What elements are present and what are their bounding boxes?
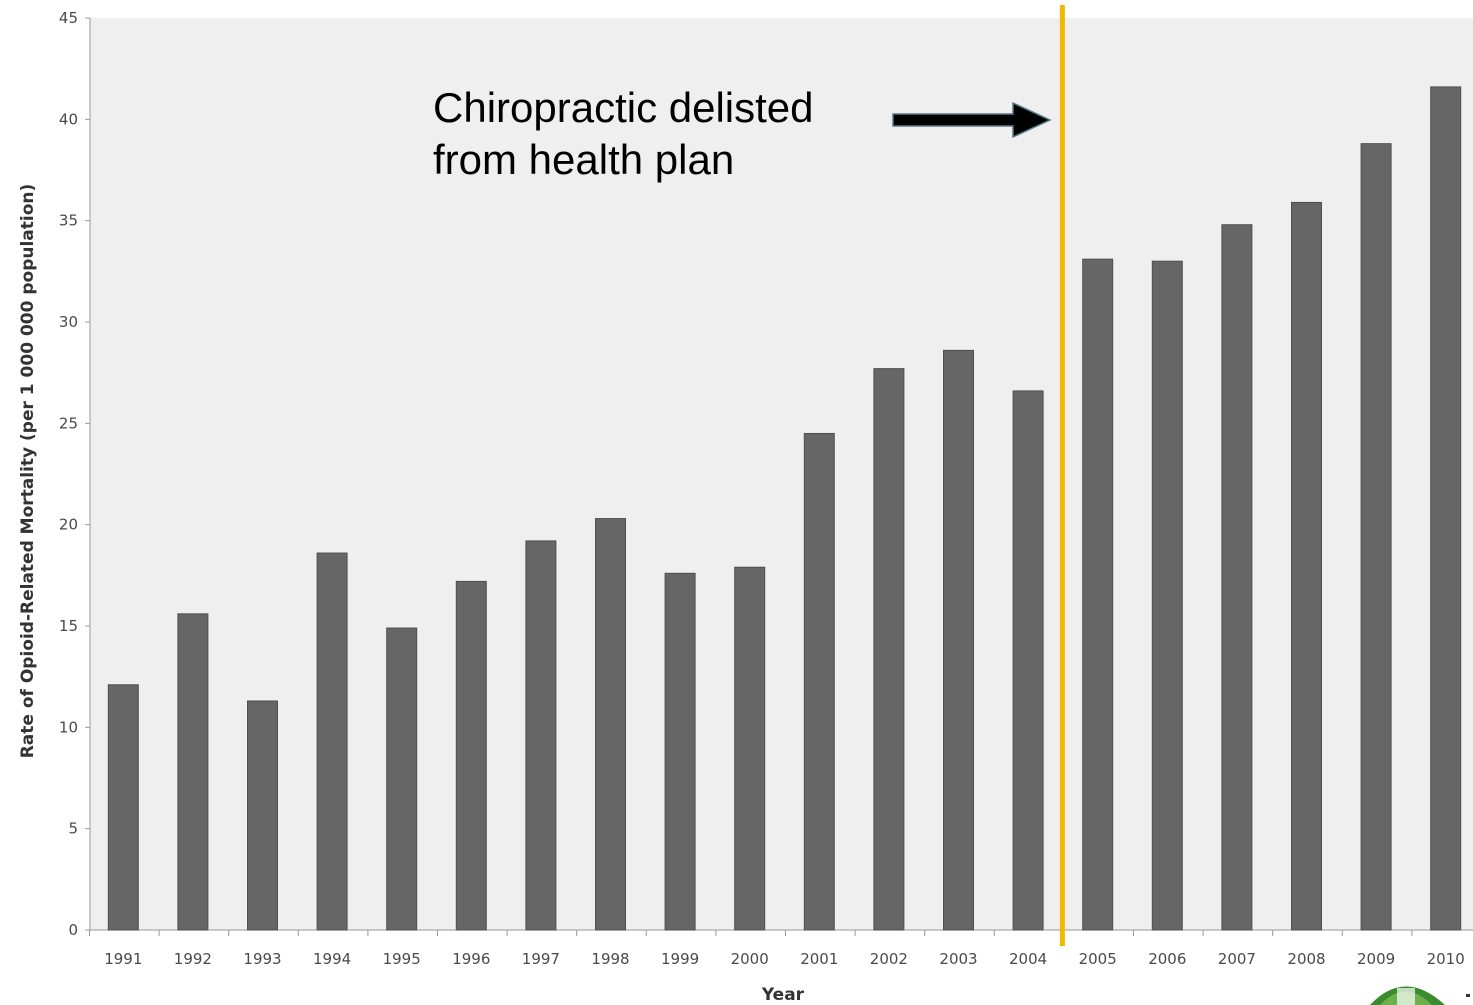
x-tick-label: 2009 xyxy=(1357,950,1395,968)
bar-1993 xyxy=(247,700,278,931)
bar-2010 xyxy=(1430,86,1462,931)
x-tick-label: 1998 xyxy=(591,950,629,968)
bar-1995 xyxy=(386,627,418,931)
y-tick-label: 30 xyxy=(59,313,78,331)
x-tick-label: 2002 xyxy=(870,950,908,968)
x-tick-label: 1992 xyxy=(174,950,212,968)
bar-2002 xyxy=(873,368,905,931)
x-tick-label: 1994 xyxy=(313,950,351,968)
annotation-line-2: from health plan xyxy=(433,136,735,183)
bars xyxy=(107,86,1462,931)
bar-1998 xyxy=(595,518,626,931)
x-tick-label: 1995 xyxy=(383,950,421,968)
x-tick-label: 2007 xyxy=(1218,950,1256,968)
y-tick-label: 10 xyxy=(59,718,78,736)
bar-2007 xyxy=(1221,224,1253,931)
bar-1992 xyxy=(177,613,209,931)
x-tick-label: 1996 xyxy=(452,950,490,968)
x-axis: 1991 1992 1993 1994 1995 1996 1997 1998 1999 2000… xyxy=(89,929,1473,968)
x-tick-label: 2010 xyxy=(1427,950,1465,968)
bar-1991 xyxy=(107,684,139,931)
delisting-marker xyxy=(892,5,1065,946)
x-tick-label: 2000 xyxy=(731,950,769,968)
y-tick-label: 35 xyxy=(59,212,78,230)
y-tick-label: 25 xyxy=(59,414,78,432)
x-tick-label: 2006 xyxy=(1148,950,1186,968)
bar-1999 xyxy=(664,572,696,931)
annotation-arrow xyxy=(892,101,1052,139)
x-tick-label: 2003 xyxy=(939,950,977,968)
bar-2009 xyxy=(1360,143,1392,931)
x-tick-label: 2004 xyxy=(1009,950,1047,968)
university-seal-logo xyxy=(1350,980,1473,1005)
bar-1997 xyxy=(525,540,557,931)
bar-2008 xyxy=(1291,201,1322,931)
x-tick-label: 2008 xyxy=(1287,950,1325,968)
y-tick-label: 0 xyxy=(68,921,78,939)
bar-2005 xyxy=(1082,258,1114,931)
bar-2001 xyxy=(803,432,835,931)
y-axis: 0 5 10 15 20 25 30 35 40 45 xyxy=(59,9,91,939)
y-tick-label: 40 xyxy=(59,110,78,128)
y-tick-label: 15 xyxy=(59,617,78,635)
x-axis-title: Year xyxy=(761,985,805,1005)
bar-2003 xyxy=(943,349,974,931)
bar-2004 xyxy=(1012,390,1044,931)
y-tick-label: 45 xyxy=(59,9,78,27)
annotation-text: Chiropractic delisted from health plan xyxy=(433,82,814,186)
x-tick-label: 1999 xyxy=(661,950,699,968)
x-tick-label: 1997 xyxy=(522,950,560,968)
y-axis-title: Rate of Opioid-Related Mortality (per 1 … xyxy=(18,184,38,759)
bar-1996 xyxy=(455,580,487,931)
bar-2000 xyxy=(734,566,766,931)
x-tick-label: 1991 xyxy=(104,950,142,968)
bar-1994 xyxy=(316,552,348,931)
bar-2006 xyxy=(1151,260,1183,931)
x-tick-label: 2001 xyxy=(800,950,838,968)
x-tick-label: 1993 xyxy=(243,950,281,968)
y-tick-label: 5 xyxy=(68,820,78,838)
x-tick-label: 2005 xyxy=(1079,950,1117,968)
annotation-line-1: Chiropractic delisted xyxy=(433,84,814,131)
y-tick-label: 20 xyxy=(59,516,78,534)
